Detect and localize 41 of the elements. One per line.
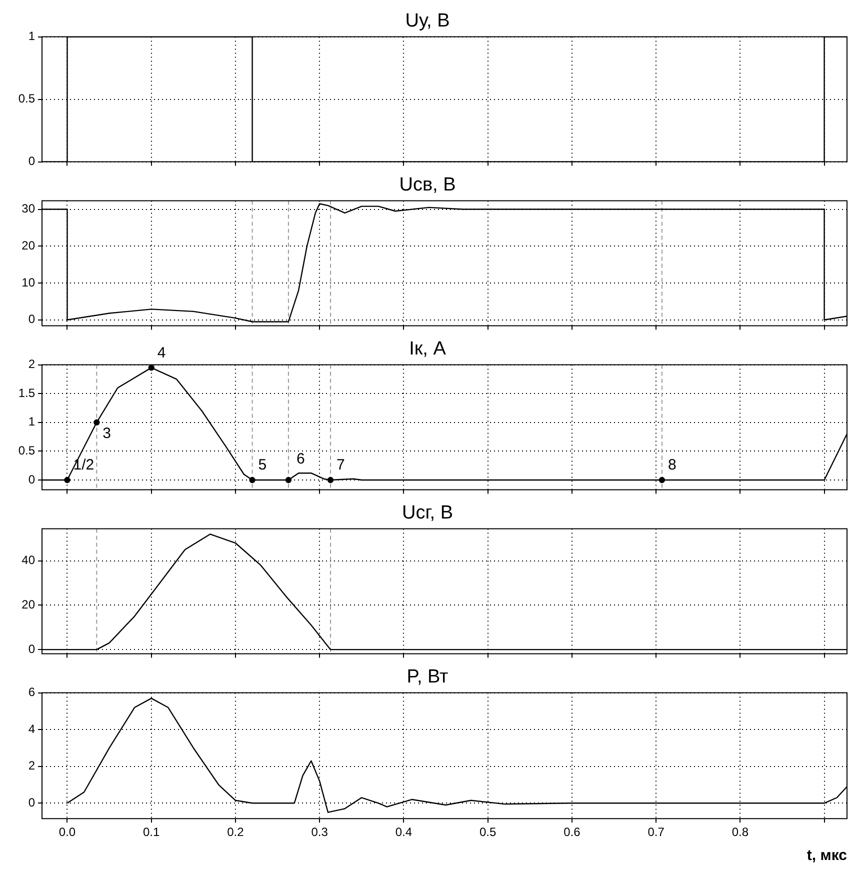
- y-tick-label: 0: [28, 795, 36, 810]
- y-tick-label: 1.5: [18, 386, 36, 400]
- y-tick-label: 30: [22, 202, 36, 216]
- y-tick-label: 0: [28, 642, 36, 656]
- annotation: 4: [157, 344, 166, 362]
- x-tick-label: 0.6: [564, 825, 581, 840]
- annotation: 6: [296, 450, 305, 468]
- chart-title: Uсв, В: [399, 174, 456, 196]
- chart-title: Iк, А: [409, 338, 446, 360]
- x-tick-label: 0.2: [227, 825, 244, 840]
- y-tick-label: 4: [28, 722, 36, 736]
- annotation: 1/2: [73, 456, 94, 474]
- y-tick-label: 2: [28, 758, 36, 773]
- y-tick-label: 2: [28, 357, 36, 372]
- y-tick-label: 40: [22, 553, 36, 568]
- y-tick-label: 1: [28, 414, 36, 429]
- chart-title: Uсг, В: [402, 502, 454, 524]
- x-tick-label: 0.4: [395, 825, 412, 840]
- y-tick-label: 0.5: [18, 444, 36, 458]
- chart-title: P, Вт: [406, 666, 449, 688]
- x-axis-title: t, мкс: [806, 847, 847, 864]
- x-tick-label: 0.1: [143, 825, 160, 840]
- annotation: 8: [668, 456, 676, 474]
- y-tick-label: 1: [28, 29, 36, 44]
- y-tick-label: 6: [28, 685, 36, 700]
- y-tick-label: 0: [28, 312, 36, 326]
- x-tick-label: 0.5: [479, 825, 496, 840]
- annotation: 3: [102, 425, 112, 442]
- x-tick-label: 0.3: [311, 825, 328, 840]
- x-tick-label: 0.8: [732, 825, 749, 840]
- x-tick-label: 0.0: [58, 825, 76, 840]
- annotation: 7: [336, 456, 345, 474]
- y-tick-label: 20: [22, 238, 36, 252]
- x-tick-label: 0.7: [648, 825, 665, 840]
- y-tick-label: 0.5: [18, 92, 36, 106]
- annotation: 5: [258, 456, 267, 474]
- y-tick-label: 20: [22, 597, 36, 612]
- y-tick-label: 10: [22, 275, 36, 290]
- chart-title: Uу, В: [405, 10, 450, 32]
- y-tick-label: 0: [28, 154, 36, 168]
- y-tick-label: 0: [28, 472, 36, 486]
